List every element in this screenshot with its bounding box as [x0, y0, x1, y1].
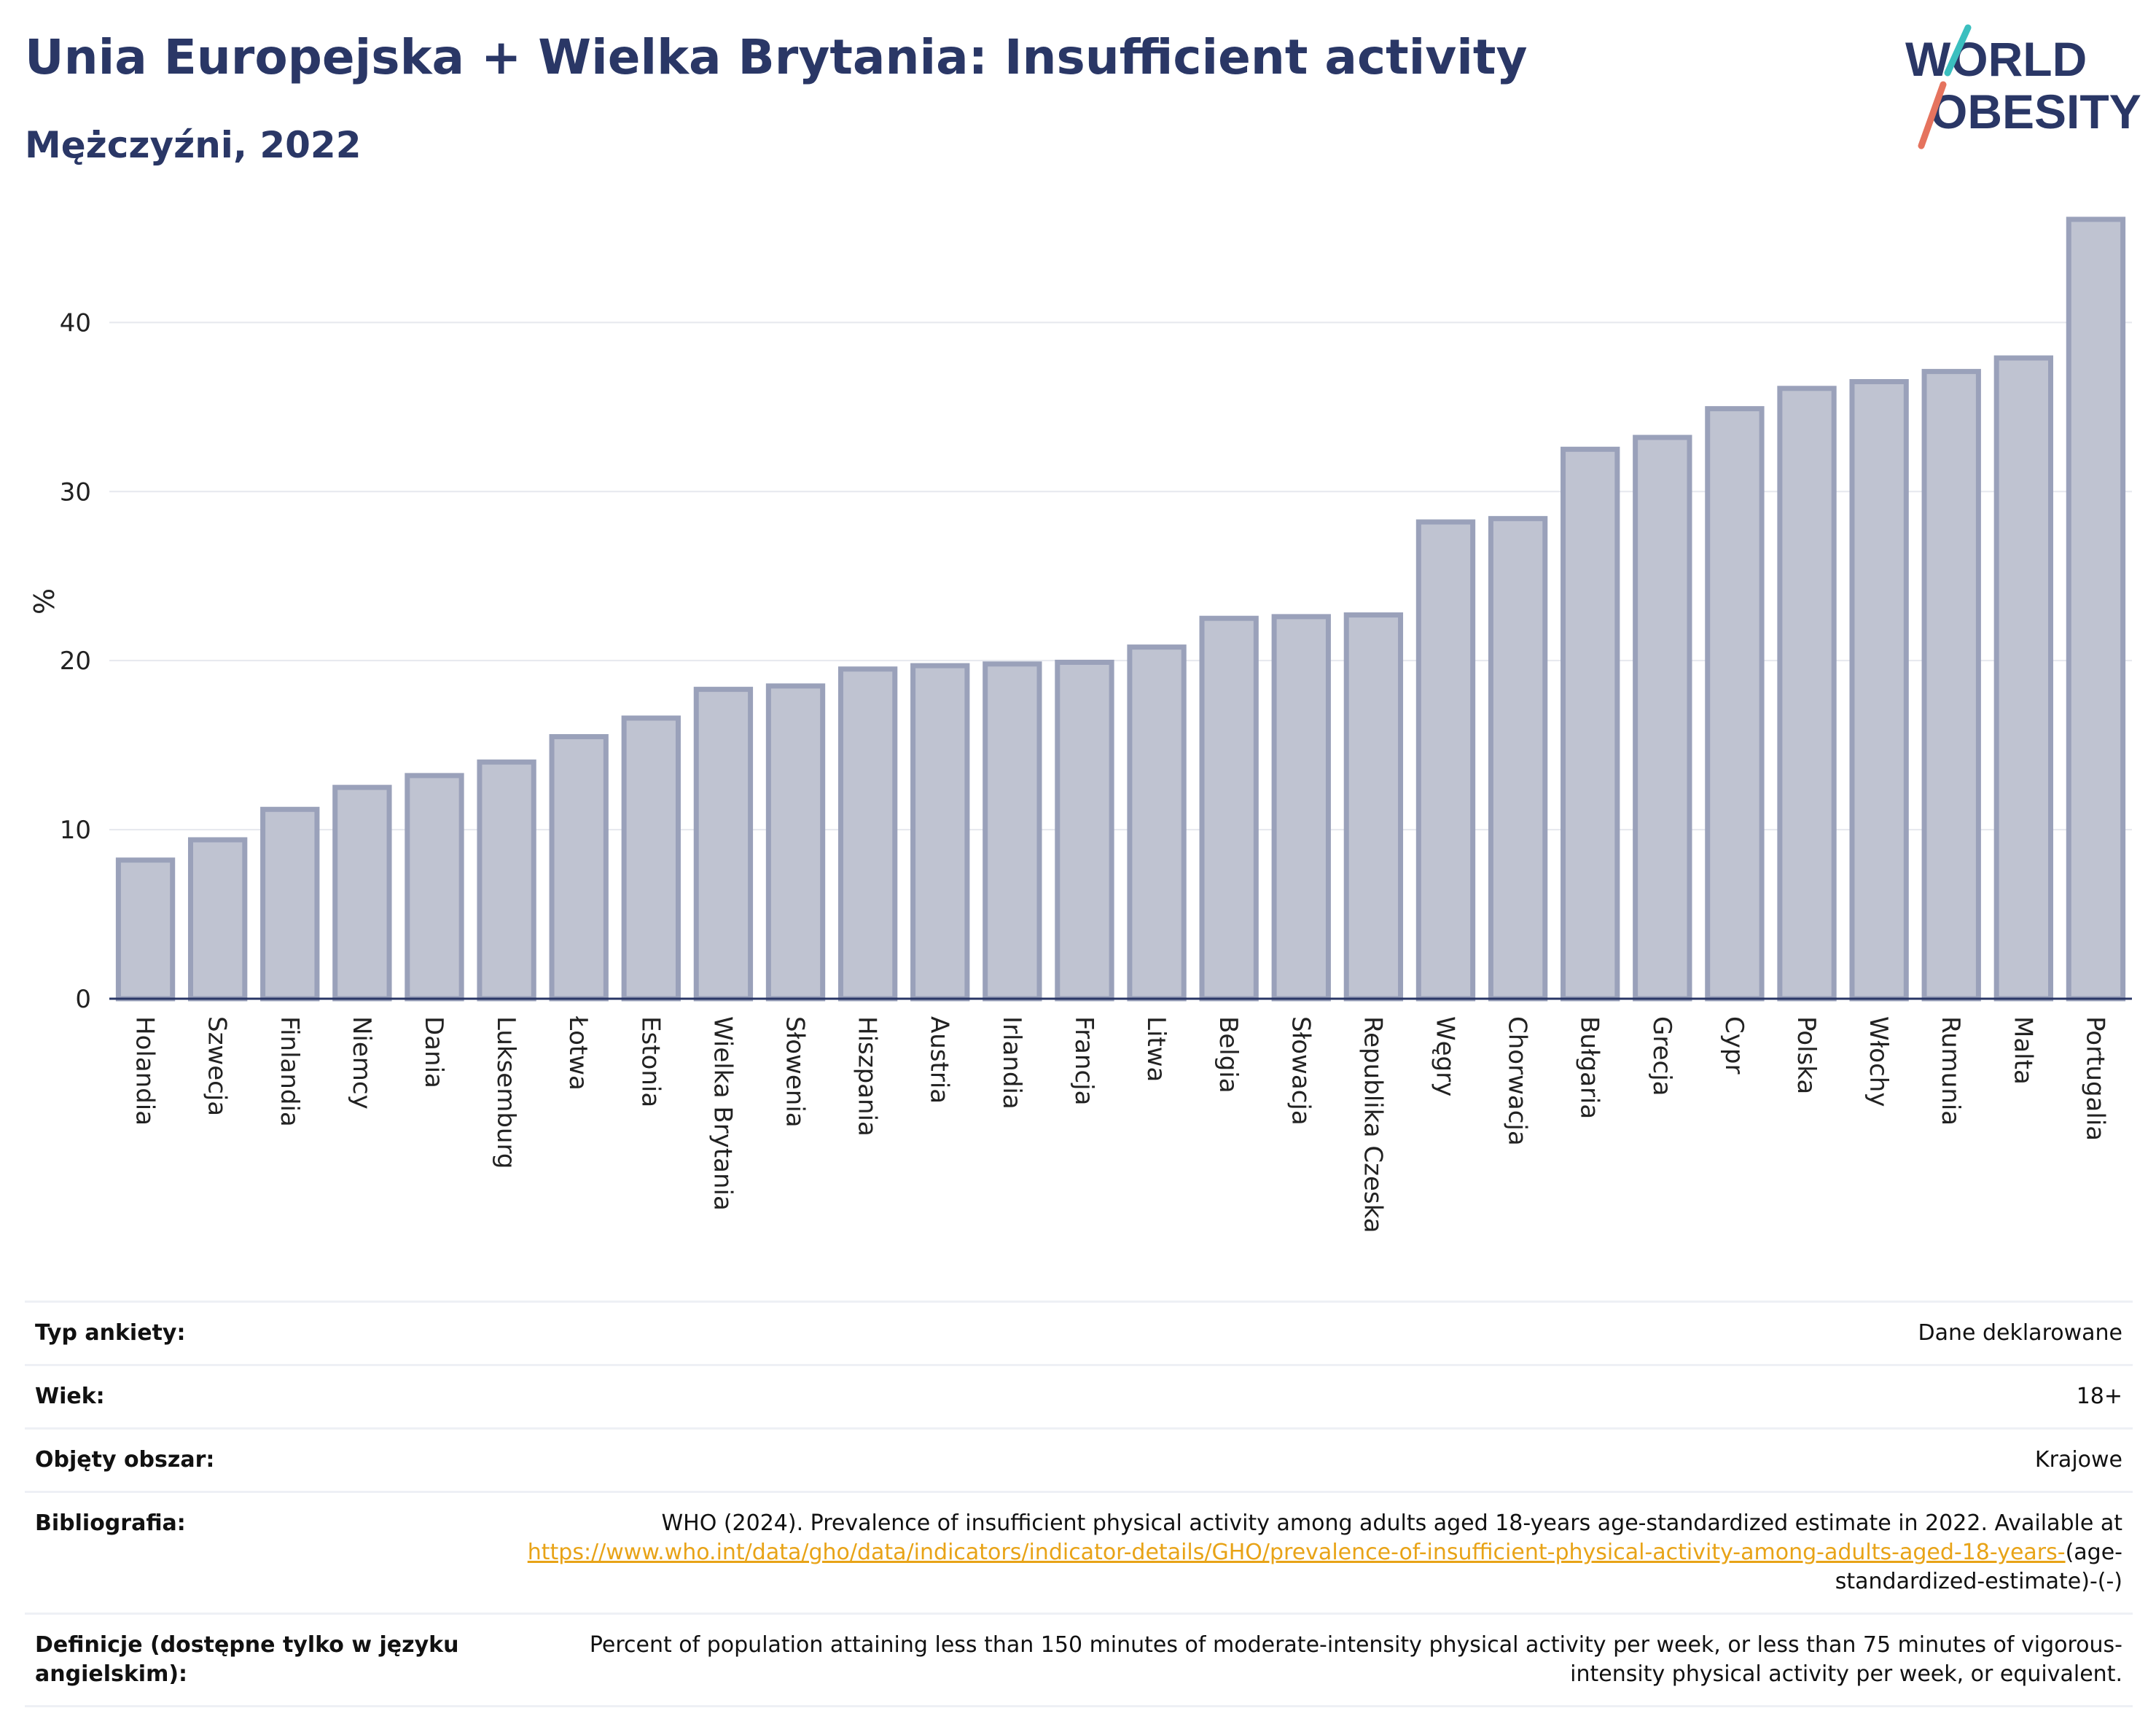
x-tick-label: Cypr	[1719, 1016, 1749, 1074]
x-tick-label: Polska	[1792, 1016, 1821, 1094]
bar	[1127, 644, 1187, 1002]
x-tick-label: Dania	[419, 1016, 448, 1088]
x-tick-label: Belgia	[1214, 1016, 1243, 1093]
bar	[1415, 519, 1476, 1002]
bar	[765, 683, 826, 1002]
x-tick-label: Malta	[2008, 1016, 2037, 1085]
bar	[1921, 369, 1981, 1002]
y-tick-label: 30	[60, 477, 91, 507]
bar	[1271, 614, 1331, 1002]
world-obesity-logo: WORLD OBESITY	[1905, 24, 2141, 149]
bar	[1561, 446, 1620, 1002]
logo-text-world: WORLD	[1905, 32, 2087, 86]
chart-title: Unia Europejska + Wielka Brytania: Insuf…	[25, 29, 1528, 85]
bibliography-suffix: (age-standardized-estimate)-(-)	[1835, 1540, 2122, 1594]
bar	[549, 734, 609, 1002]
bar	[115, 857, 176, 1002]
bar	[1705, 406, 1765, 1002]
bar	[621, 715, 681, 1002]
x-tick-label: Luksemburg	[491, 1016, 520, 1169]
bar	[1633, 434, 1692, 1002]
y-tick-label: 10	[60, 816, 91, 845]
bar	[1993, 355, 2054, 1002]
bar	[405, 773, 464, 1002]
info-row-definitions: Definicje (dostępne tylko w języku angie…	[25, 1613, 2133, 1707]
x-tick-label: Słowenia	[781, 1016, 810, 1128]
x-tick-label: Grecja	[1647, 1016, 1676, 1096]
survey-value: Dane deklarowane	[487, 1301, 2133, 1365]
info-row-bibliography: Bibliografia: WHO (2024). Prevalence of …	[25, 1491, 2133, 1614]
bar	[693, 687, 754, 1002]
bar	[1199, 615, 1259, 1002]
x-tick-label: Portugalia	[2080, 1016, 2109, 1141]
bibliography-text: WHO (2024). Prevalence of insufficient p…	[661, 1510, 2122, 1536]
x-tick-label: Włochy	[1864, 1016, 1893, 1107]
bar	[1849, 379, 1909, 1002]
age-value: 18+	[487, 1364, 2133, 1429]
x-tick-label: Szwecja	[203, 1016, 232, 1116]
x-tick-label: Węgry	[1430, 1016, 1459, 1096]
x-tick-label: Słowacja	[1286, 1016, 1315, 1126]
bar	[910, 663, 970, 1002]
info-row-age: Wiek: 18+	[25, 1364, 2133, 1429]
x-tick-label: Łotwa	[563, 1015, 593, 1091]
bar	[187, 837, 248, 1002]
definitions-value: Percent of population attaining less tha…	[487, 1613, 2133, 1707]
age-label: Wiek:	[25, 1364, 487, 1429]
info-row-survey: Typ ankiety: Dane deklarowane	[25, 1301, 2133, 1365]
bar	[1488, 515, 1548, 1002]
bar	[837, 666, 898, 1002]
area-value: Krajowe	[487, 1427, 2133, 1492]
x-tick-label: Litwa	[1141, 1016, 1171, 1082]
bar	[2066, 217, 2126, 1002]
logo-slash-coral	[1918, 81, 1947, 149]
x-tick-label: Finlandia	[275, 1016, 304, 1127]
y-tick-label: 40	[60, 308, 91, 338]
x-tick-label: Austria	[925, 1016, 954, 1104]
x-tick-label: Chorwacja	[1503, 1016, 1532, 1146]
logo-text-obesity: OBESITY	[1930, 85, 2141, 139]
definitions-label: Definicje (dostępne tylko w języku angie…	[25, 1613, 487, 1707]
y-axis-label: %	[28, 588, 60, 615]
x-tick-label: Irlandia	[997, 1016, 1026, 1110]
x-tick-label: Holandia	[130, 1016, 160, 1126]
bibliography-label: Bibliografia:	[25, 1491, 487, 1614]
logo-slash-teal	[1944, 24, 1972, 77]
bibliography-link[interactable]: https://www.who.int/data/gho/data/indica…	[527, 1540, 2066, 1565]
bar	[1055, 659, 1114, 1002]
x-tick-label: Hiszpania	[853, 1016, 882, 1136]
bibliography-value: WHO (2024). Prevalence of insufficient p…	[487, 1491, 2133, 1614]
info-row-area: Objęty obszar: Krajowe	[25, 1427, 2133, 1492]
x-tick-label: Republika Czeska	[1358, 1016, 1387, 1233]
area-label: Objęty obszar:	[25, 1427, 487, 1492]
bar-chart: 0 10 20 30 40% Holandia Szwecja Finlandia Niemcy…	[28, 217, 2132, 1233]
x-tick-label: Niemcy	[347, 1016, 376, 1110]
x-tick-label: Estonia	[636, 1016, 665, 1107]
bar	[260, 806, 320, 1002]
y-tick-label: 20	[60, 647, 91, 676]
bar	[1777, 386, 1837, 1002]
survey-label: Typ ankiety:	[25, 1301, 487, 1365]
bar	[477, 759, 536, 1002]
x-tick-label: Francja	[1069, 1016, 1098, 1105]
chart-subtitle: Mężczyźni, 2022	[25, 124, 362, 166]
bar	[983, 661, 1042, 1002]
bar	[1343, 612, 1404, 1002]
info-table: Typ ankiety: Dane deklarowane Wiek: 18+ …	[25, 1301, 2133, 1707]
bar	[332, 784, 392, 1002]
x-tick-label: Bułgaria	[1575, 1016, 1604, 1119]
y-tick-label: 0	[75, 985, 91, 1014]
x-tick-label: Rumunia	[1936, 1016, 1965, 1126]
x-tick-label: Wielka Brytania	[708, 1016, 737, 1211]
